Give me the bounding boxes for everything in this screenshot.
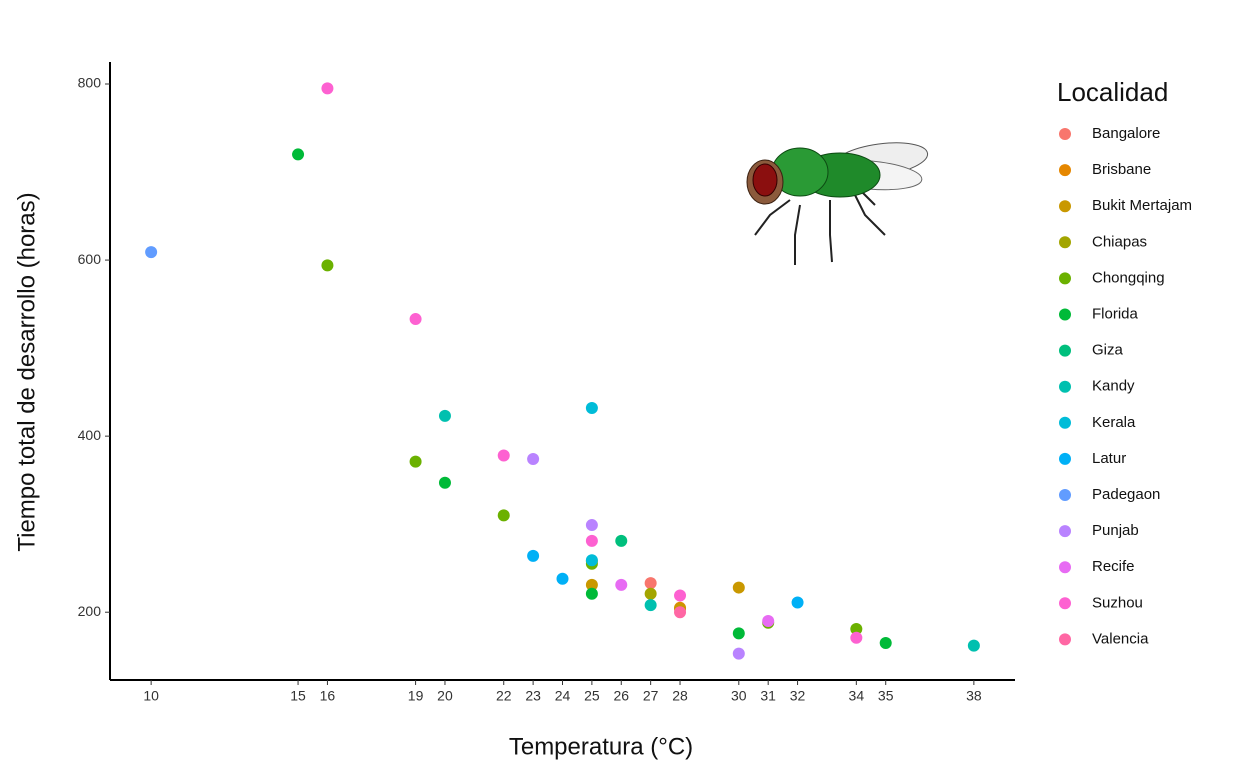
data-point xyxy=(879,637,892,650)
x-tick-label: 35 xyxy=(878,688,894,704)
data-point xyxy=(615,578,628,591)
x-axis-title: Temperatura (°C) xyxy=(509,733,693,760)
legend-label: Bukit Mertajam xyxy=(1092,197,1192,214)
legend-marker xyxy=(1059,236,1071,249)
data-point xyxy=(145,246,158,259)
x-tick-label: 16 xyxy=(320,688,336,704)
legend-label: Brisbane xyxy=(1092,161,1151,178)
x-tick-label: 19 xyxy=(408,688,424,704)
legend-marker xyxy=(1059,452,1071,465)
data-point xyxy=(732,581,745,594)
data-point xyxy=(644,577,657,590)
legend-marker xyxy=(1059,272,1071,285)
y-tick-label: 400 xyxy=(78,427,102,443)
data-point xyxy=(762,615,775,628)
data-point xyxy=(527,453,540,466)
x-tick-label: 23 xyxy=(525,688,541,704)
fly-illustration xyxy=(746,142,929,265)
data-point xyxy=(497,449,510,462)
x-tick-label: 38 xyxy=(966,688,982,704)
data-point xyxy=(585,534,598,547)
data-point xyxy=(321,82,334,95)
legend-label: Valencia xyxy=(1092,630,1149,647)
x-tick-label: 20 xyxy=(437,688,453,704)
legend-label: Florida xyxy=(1092,305,1139,322)
legend-label: Latur xyxy=(1092,450,1126,467)
data-point xyxy=(585,401,598,414)
data-point xyxy=(644,587,657,600)
data-point xyxy=(585,519,598,532)
data-point xyxy=(438,476,451,489)
legend-marker xyxy=(1059,380,1071,393)
x-tick-label: 22 xyxy=(496,688,512,704)
data-point xyxy=(674,589,687,602)
legend-marker xyxy=(1059,489,1071,501)
data-point xyxy=(967,639,980,652)
data-point xyxy=(321,259,334,272)
data-point xyxy=(556,572,569,585)
legend-marker xyxy=(1059,200,1071,213)
x-tick-label: 25 xyxy=(584,688,600,704)
legend-marker xyxy=(1059,525,1071,538)
legend-marker xyxy=(1059,308,1071,321)
legend-marker xyxy=(1059,633,1071,646)
y-axis-title: Tiempo total de desarrollo (horas) xyxy=(13,192,40,551)
x-tick-label: 26 xyxy=(613,688,629,704)
data-point xyxy=(732,627,745,640)
legend-marker xyxy=(1059,344,1071,357)
data-point xyxy=(438,409,451,422)
data-point xyxy=(292,148,305,161)
x-tick-label: 27 xyxy=(643,688,659,704)
x-tick-label: 15 xyxy=(290,688,306,704)
legend-label: Chongqing xyxy=(1092,269,1165,286)
legend-label: Suzhou xyxy=(1092,594,1143,611)
legend-label: Recife xyxy=(1092,558,1135,575)
legend-marker xyxy=(1059,416,1071,429)
legend-label: Chiapas xyxy=(1092,233,1147,250)
legend-marker xyxy=(1059,128,1071,140)
data-point xyxy=(791,596,804,609)
y-tick-label: 600 xyxy=(78,251,102,267)
x-tick-label: 34 xyxy=(849,688,865,704)
data-point xyxy=(585,578,598,591)
x-tick-label: 10 xyxy=(143,688,159,704)
legend-marker xyxy=(1059,164,1071,177)
legend-label: Punjab xyxy=(1092,522,1139,539)
data-point xyxy=(615,534,628,547)
legend-label: Giza xyxy=(1092,342,1124,359)
legend-label: Bangalore xyxy=(1092,125,1160,142)
legend-label: Kerala xyxy=(1092,414,1136,431)
data-point xyxy=(527,549,540,562)
data-point xyxy=(409,313,422,326)
x-tick-label: 28 xyxy=(672,688,688,704)
data-point xyxy=(732,647,745,660)
y-tick-label: 800 xyxy=(78,75,102,91)
data-point xyxy=(850,622,863,635)
data-point xyxy=(585,587,598,600)
data-point xyxy=(585,554,598,567)
legend-marker xyxy=(1059,597,1071,610)
x-tick-label: 30 xyxy=(731,688,747,704)
y-tick-label: 200 xyxy=(78,603,102,619)
legend-marker xyxy=(1059,561,1071,574)
data-point xyxy=(409,455,422,468)
legend-title: Localidad xyxy=(1057,77,1168,107)
data-point xyxy=(850,631,863,644)
legend-label: Kandy xyxy=(1092,378,1135,395)
legend-label: Padegaon xyxy=(1092,486,1160,503)
data-point xyxy=(644,599,657,612)
data-point xyxy=(497,509,510,522)
x-tick-label: 24 xyxy=(555,688,571,704)
x-tick-label: 31 xyxy=(760,688,776,704)
data-point xyxy=(674,606,687,619)
x-tick-label: 32 xyxy=(790,688,806,704)
